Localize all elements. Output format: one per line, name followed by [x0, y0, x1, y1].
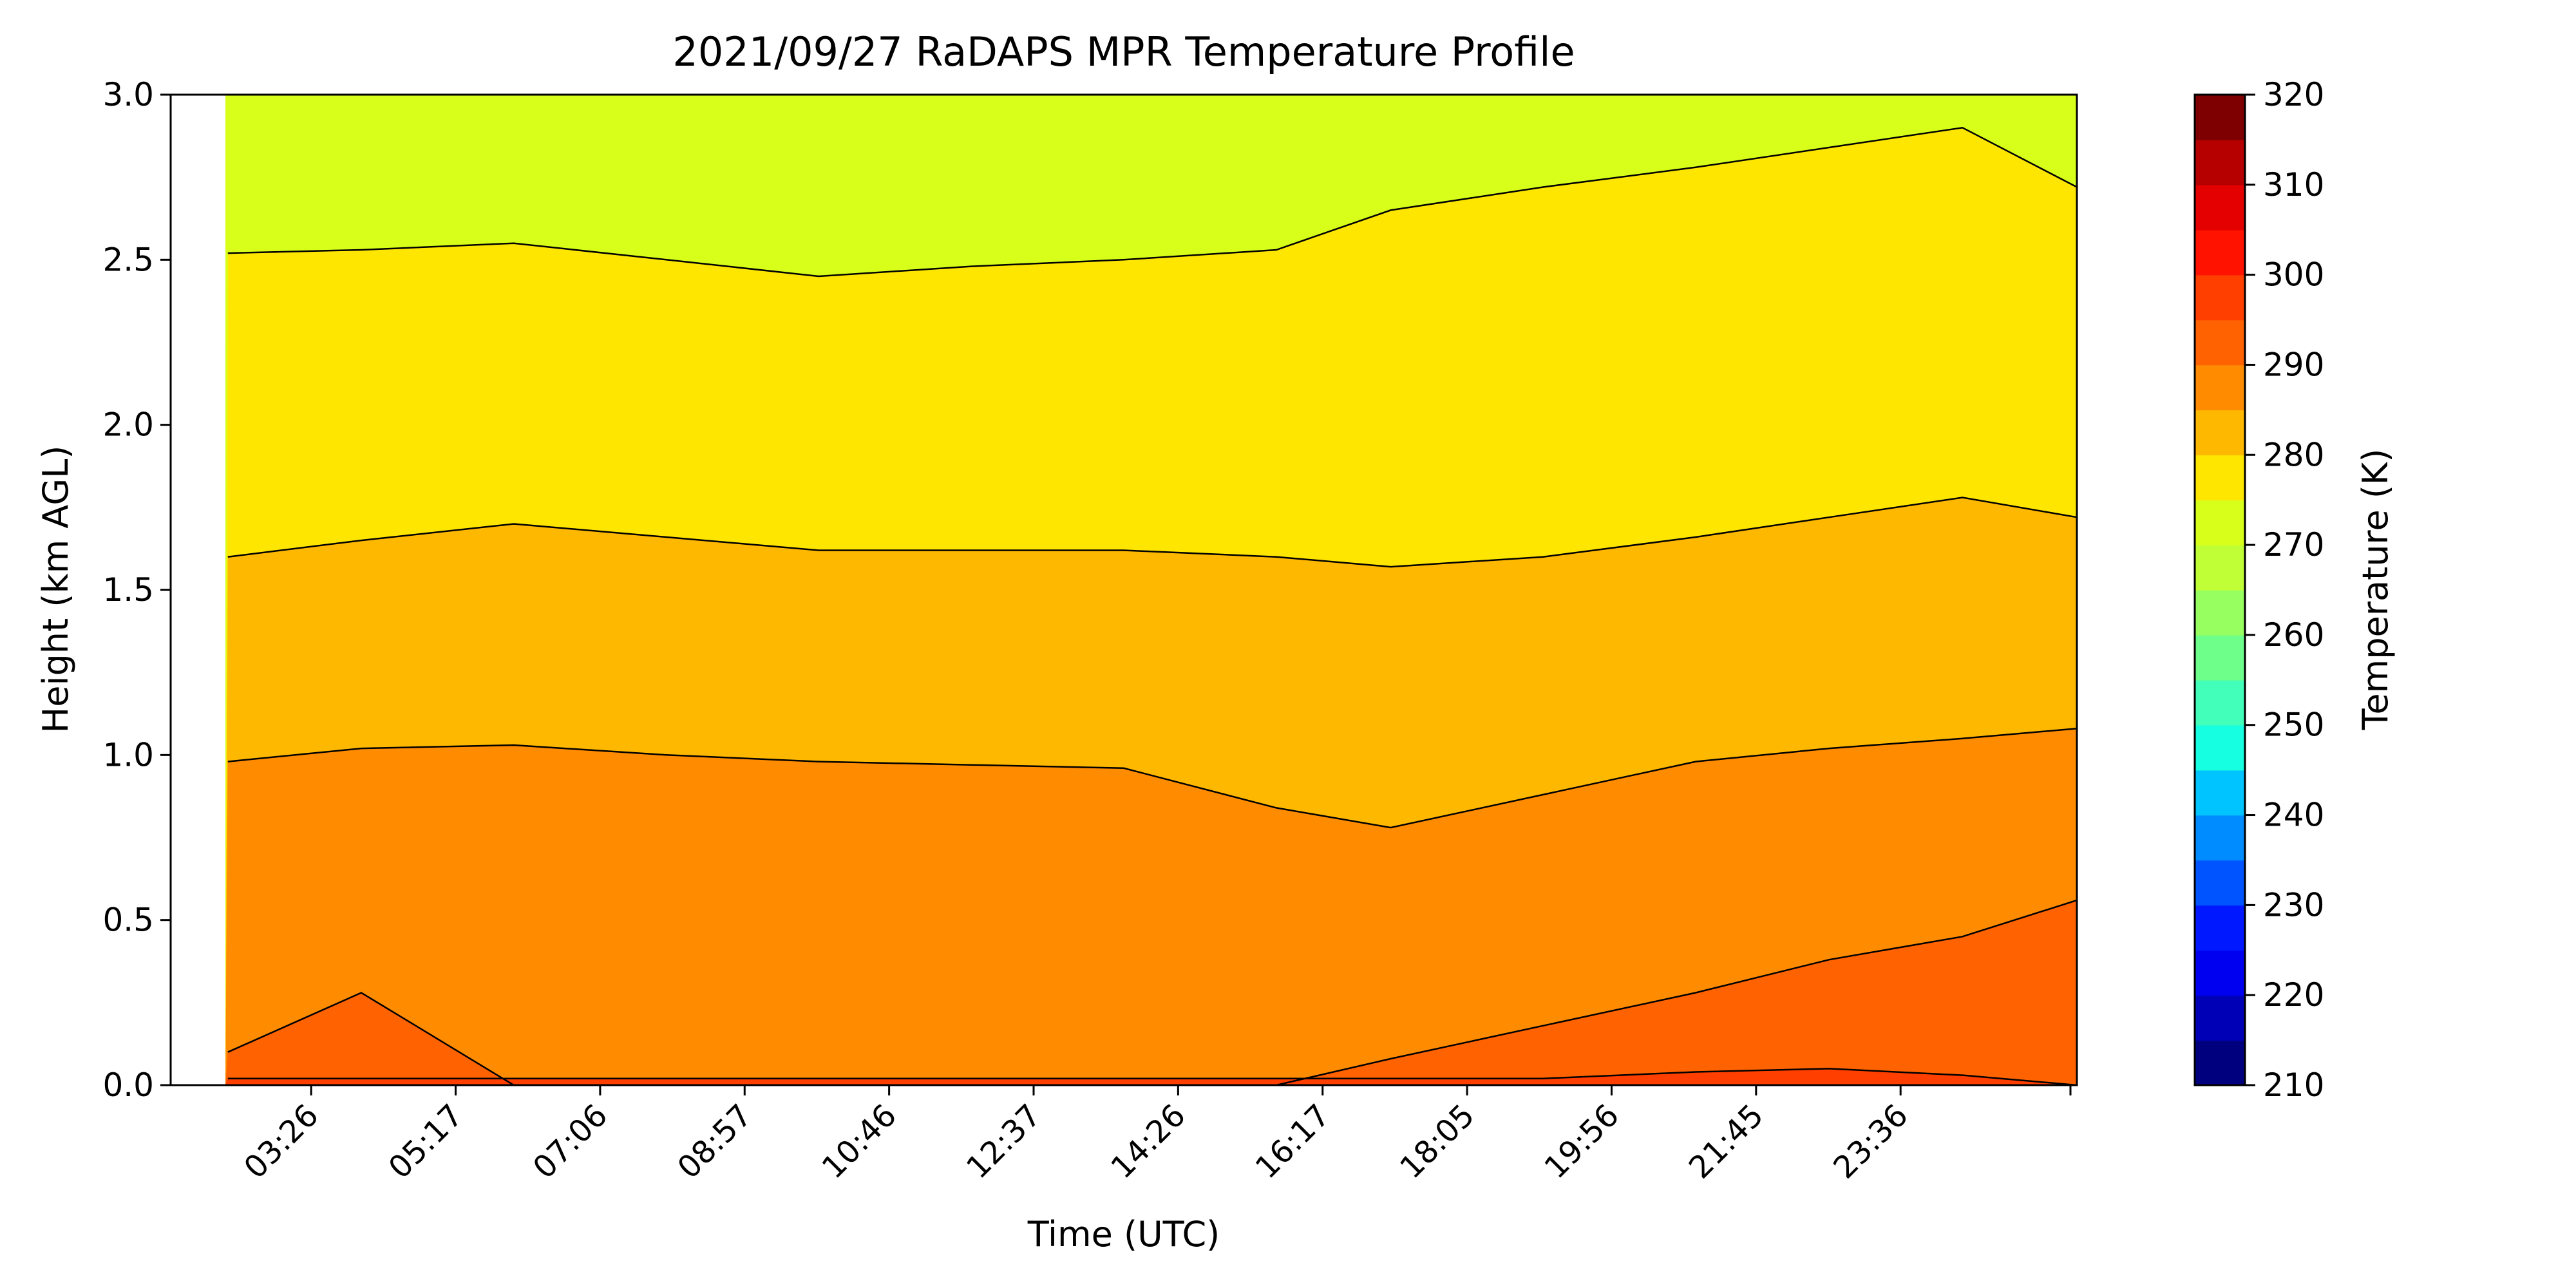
colorbar-segment — [2195, 365, 2245, 411]
x-tick-label: 07:06 — [526, 1097, 614, 1186]
contour-line — [227, 728, 2078, 829]
colorbar-tick-label: 290 — [2263, 346, 2324, 383]
colorbar-label: Temperature (K) — [2355, 449, 2396, 731]
chart-title: 2021/09/27 RaDAPS MPR Temperature Profil… — [672, 28, 1575, 75]
temperature-band — [225, 728, 2077, 1085]
x-tick-label: 23:36 — [1826, 1097, 1915, 1186]
x-tick-label: 19:56 — [1538, 1097, 1626, 1186]
colorbar-tick-label: 280 — [2263, 436, 2324, 473]
colorbar-ticks: 210 220 230 240 250 260 270 280 290 300 310 320 — [2245, 76, 2324, 1104]
colorbar-segment — [2195, 410, 2245, 456]
y-tick-label: 0.5 — [102, 902, 154, 939]
y-tick-label: 2.0 — [102, 406, 154, 444]
colorbar-segment — [2195, 500, 2245, 545]
x-axis-label: Time (UTC) — [1027, 1214, 1220, 1255]
y-axis-label: Height (km AGL) — [35, 446, 76, 734]
colorbar-segment — [2195, 950, 2245, 996]
colorbar-segment — [2195, 545, 2245, 591]
colorbar-tick-label: 220 — [2263, 976, 2324, 1014]
colorbar-tick-label: 310 — [2263, 166, 2324, 204]
colorbar-tick-label: 230 — [2263, 886, 2324, 923]
x-tick-label: 16:17 — [1249, 1097, 1337, 1186]
y-tick-label: 1.0 — [102, 736, 154, 773]
colorbar-tick-label: 260 — [2263, 616, 2324, 654]
x-tick-label: 18:05 — [1393, 1097, 1481, 1186]
y-tick-label: 3.0 — [102, 76, 154, 113]
colorbar-segment — [2195, 184, 2245, 231]
colorbar-segment — [2195, 770, 2245, 816]
colorbar — [2193, 93, 2246, 1086]
colorbar-tick-label: 300 — [2263, 256, 2324, 294]
colorbar-tick-label: 320 — [2263, 76, 2324, 113]
x-tick-label: 05:17 — [382, 1097, 470, 1186]
y-tick-label: 0.0 — [102, 1066, 154, 1104]
colorbar-segment — [2195, 815, 2245, 861]
x-axis-ticks: 03:26 05:17 07:06 08:57 10:46 12:37 14:26 16:17… — [237, 1085, 2072, 1186]
colorbar-tick-label: 240 — [2263, 797, 2324, 834]
x-tick-label: 03:26 — [237, 1097, 325, 1186]
x-tick-label: 12:37 — [960, 1097, 1048, 1186]
colorbar-segment — [2195, 95, 2245, 140]
colorbar-segment — [2195, 229, 2245, 276]
colorbar-tick-label: 250 — [2263, 706, 2324, 744]
colorbar-segment — [2195, 274, 2245, 321]
colorbar-segment — [2195, 724, 2245, 771]
colorbar-segment — [2195, 634, 2245, 681]
contour-line — [227, 127, 2078, 278]
y-tick-label: 2.5 — [102, 241, 154, 278]
contour-line — [227, 497, 2078, 568]
colorbar-segment — [2195, 1040, 2245, 1086]
colorbar-tick-label: 210 — [2263, 1066, 2324, 1104]
colorbar-segment — [2195, 860, 2245, 906]
colorbar-segment — [2195, 319, 2245, 366]
temperature-band — [225, 900, 2077, 1085]
colorbar-segment — [2195, 995, 2245, 1041]
plot-area — [169, 93, 2078, 1086]
y-axis-ticks: 0.0 0.5 1.0 1.5 2.0 2.5 3.0 — [102, 76, 171, 1104]
x-tick-label: 10:46 — [815, 1097, 904, 1186]
colorbar-frame — [2193, 93, 2246, 1086]
colorbar-tick-label: 270 — [2263, 526, 2324, 564]
colorbar-segment — [2195, 139, 2245, 185]
y-tick-label: 1.5 — [102, 571, 154, 609]
colorbar-segment — [2195, 905, 2245, 951]
x-tick-label: 14:26 — [1104, 1097, 1192, 1186]
temperature-band — [225, 1068, 2077, 1085]
x-tick-label: 21:45 — [1682, 1097, 1770, 1186]
contour-line — [227, 1068, 2078, 1086]
colorbar-segment — [2195, 455, 2245, 500]
colorbar-segment — [2195, 590, 2245, 636]
x-tick-label: 08:57 — [670, 1097, 759, 1186]
colorbar-segment — [2195, 679, 2245, 726]
